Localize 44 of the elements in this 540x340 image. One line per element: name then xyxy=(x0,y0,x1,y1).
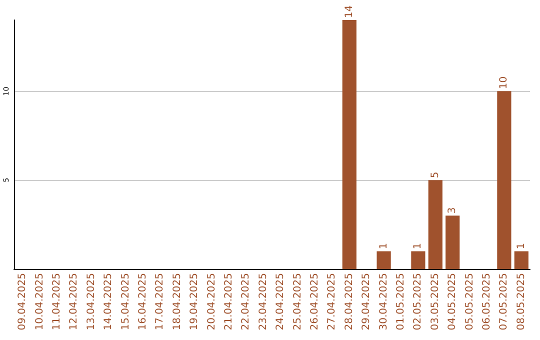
x-tick-label: 21.04.2025 xyxy=(224,273,234,330)
x-tick-label: 23.04.2025 xyxy=(258,273,269,330)
x-tick-label: 11.04.2025 xyxy=(52,273,62,330)
x-tick-label: 05.05.2025 xyxy=(464,273,476,330)
bar xyxy=(376,251,391,269)
x-tick-label: 08.05.2025 xyxy=(516,273,527,330)
x-tick-label: 19.04.2025 xyxy=(189,273,200,330)
x-tick-label: 25.04.2025 xyxy=(292,273,304,330)
x-tick-label: 12.04.2025 xyxy=(68,273,80,330)
x-tick-label: 06.05.2025 xyxy=(482,273,492,330)
bar xyxy=(497,91,512,269)
bar xyxy=(428,180,442,269)
x-tick-label: 14.04.2025 xyxy=(103,273,114,330)
bar xyxy=(514,251,528,269)
x-tick-label: 24.04.2025 xyxy=(275,273,286,330)
bar xyxy=(446,216,460,269)
x-tick-label: 20.04.2025 xyxy=(206,273,218,330)
x-tick-label: 28.04.2025 xyxy=(344,273,355,330)
data-label: 10 xyxy=(498,76,510,90)
data-label: 14 xyxy=(344,5,355,18)
x-tick-label: 10.04.2025 xyxy=(34,273,46,330)
data-label: 1 xyxy=(378,242,390,250)
x-tick-label: 15.04.2025 xyxy=(120,273,132,330)
x-tick-label: 18.04.2025 xyxy=(172,273,183,330)
data-label: 3 xyxy=(447,207,458,214)
data-label: 1 xyxy=(412,242,424,250)
x-tick-label: 02.05.2025 xyxy=(412,273,424,330)
x-tick-label: 22.04.2025 xyxy=(240,273,252,330)
x-tick-label: 29.04.2025 xyxy=(361,273,372,330)
x-tick-label: 03.05.2025 xyxy=(430,273,441,330)
x-tick-label: 17.04.2025 xyxy=(154,273,166,330)
x-tick-label: 30.04.2025 xyxy=(378,273,390,330)
data-label: 5 xyxy=(430,172,441,178)
x-tick-label: 09.04.2025 xyxy=(17,273,28,330)
bar xyxy=(342,20,356,269)
x-tick-label: 13.04.2025 xyxy=(86,273,97,330)
data-label: 1 xyxy=(516,242,527,250)
x-tick-label: 27.04.2025 xyxy=(326,273,338,330)
x-tick-label: 07.05.2025 xyxy=(498,273,510,330)
x-tick-label: 01.05.2025 xyxy=(396,273,406,330)
x-tick-label: 16.04.2025 xyxy=(138,273,148,330)
x-tick-label: 26.04.2025 xyxy=(310,273,320,330)
bar xyxy=(411,251,426,269)
x-tick-label: 04.05.2025 xyxy=(447,273,458,330)
